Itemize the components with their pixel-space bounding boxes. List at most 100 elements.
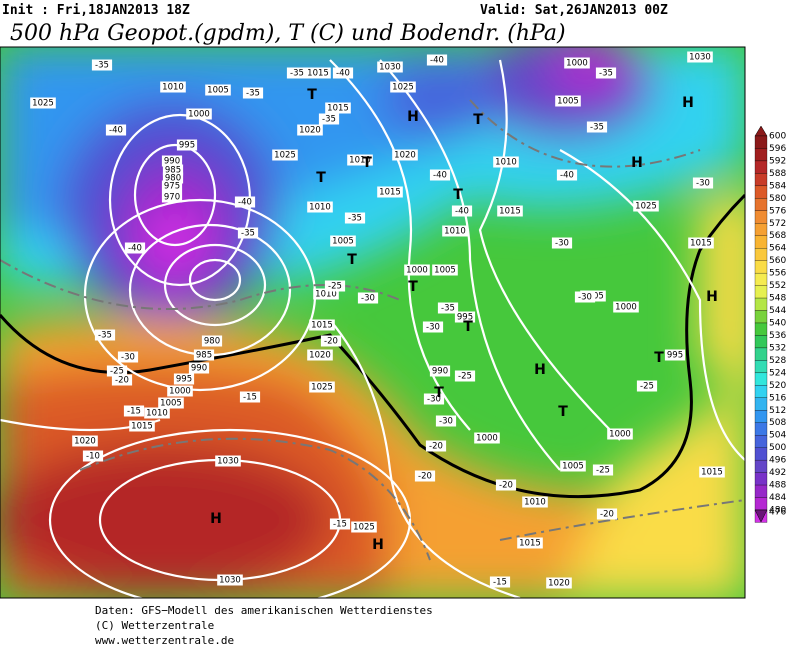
temperature-label-box	[332, 67, 354, 79]
temperature-label: -40	[430, 56, 444, 66]
isobar-label-box	[687, 51, 713, 63]
isobar-label-box	[215, 455, 241, 467]
colorbar-label: 548	[769, 294, 786, 304]
temperature-label-box	[423, 393, 445, 405]
colorbar-swatch	[754, 447, 768, 461]
isobar-label-box	[390, 81, 416, 93]
isobar-label: 1010	[309, 203, 331, 213]
colorbar-swatch	[754, 210, 768, 224]
isobar-label: 995	[176, 375, 192, 385]
isobar-label-box	[546, 577, 572, 589]
isobar-label: 1010	[495, 158, 517, 168]
isobar-label-box	[351, 521, 377, 533]
isobar-label-box	[162, 164, 184, 176]
isobar-label-box	[493, 156, 519, 168]
pressure-center: H	[372, 537, 384, 553]
isobar-label: 1025	[32, 99, 54, 109]
isobar-label-box	[161, 180, 183, 192]
temperature-label-box	[242, 87, 264, 99]
colorbar-label: 560	[769, 256, 786, 266]
isobar-label: 1005	[557, 97, 579, 107]
pressure-center: H	[407, 109, 419, 125]
isobar-label-box	[664, 349, 686, 361]
temperature-label: -35	[98, 331, 112, 341]
isobar-label: 1030	[219, 576, 241, 586]
isobar-label: 975	[164, 182, 180, 192]
footer-line: (C) Wetterzentrale	[95, 619, 214, 632]
colorbar-label: 476	[769, 508, 786, 518]
temperature-label: -30	[121, 353, 135, 363]
isobar-label-box	[497, 205, 523, 217]
isobar-label: 1030	[379, 63, 401, 73]
temperature-label: -10	[86, 452, 100, 462]
isobar-label: 1015	[311, 321, 333, 331]
isobar-label-box	[347, 154, 373, 166]
temperature-label-box	[425, 440, 447, 452]
colorbar-swatch	[754, 410, 768, 423]
temperature-label-box	[422, 321, 444, 333]
isobar-label: 1030	[689, 53, 711, 63]
colorbar-label: 544	[769, 306, 786, 316]
colorbar-arrow	[754, 125, 768, 137]
temperature-label-box	[324, 280, 346, 292]
isobar-label-box	[429, 365, 451, 377]
temperature-label-box	[692, 177, 714, 189]
footer-line: www.wetterzentrale.de	[95, 634, 234, 647]
colorbar-swatch	[754, 484, 768, 498]
isobar-label-box	[305, 67, 331, 79]
isobar-label-box	[162, 172, 184, 184]
isobar-label: 980	[204, 337, 220, 347]
colorbar-label: 528	[769, 356, 786, 366]
isobar-label: 990	[432, 367, 448, 377]
temperature-label-box	[124, 242, 146, 254]
isobar-label-box	[699, 466, 725, 478]
isobar-label-box	[454, 311, 476, 323]
isobar-label-box	[474, 432, 500, 444]
pressure-center: T	[307, 87, 317, 103]
isobar-label-box	[555, 95, 581, 107]
colorbar-label: 520	[769, 381, 786, 391]
isobar-label: 1025	[392, 83, 414, 93]
valid-time: Valid: Sat,26JAN2013 00Z	[480, 3, 668, 18]
temperature-label-box	[111, 374, 133, 386]
temperature-label: -30	[426, 323, 440, 333]
map-title: 500 hPa Geopot.(gpdm), T (C) und Bodendr…	[10, 21, 566, 46]
isobar-label-box	[186, 108, 212, 120]
temperature-label-box	[94, 329, 116, 341]
temperature-label: -40	[128, 244, 142, 254]
temperature-label: -40	[433, 171, 447, 181]
pressure-center: H	[631, 155, 643, 171]
temperature-label-box	[551, 237, 573, 249]
isobar-label: 1000	[476, 434, 498, 444]
isobar-label: 1000	[609, 430, 631, 440]
colorbar-swatch	[754, 335, 768, 349]
pressure-center: H	[706, 289, 718, 305]
temperature-label: -35	[246, 89, 260, 99]
colorbar-label: 516	[769, 393, 786, 403]
isobar-label-box	[432, 264, 458, 276]
colorbar-swatch	[754, 198, 768, 211]
isobar-label: 1000	[169, 387, 191, 397]
field	[0, 47, 745, 598]
isobar-label-box	[129, 420, 155, 432]
isobar-label-box	[188, 362, 210, 374]
isobar-label-box	[613, 301, 639, 313]
colorbar-label: 568	[769, 231, 786, 241]
temperature-label-box	[426, 54, 448, 66]
temperature-label-box	[234, 196, 256, 208]
temperature-label-box	[437, 302, 459, 314]
isobar-label: 1005	[434, 266, 456, 276]
isobar-label: 985	[196, 351, 212, 361]
temperature-label-box	[451, 205, 473, 217]
isobar-label: 1030	[217, 457, 239, 467]
colorbar-swatch	[754, 135, 768, 149]
isobar-label-box	[442, 225, 468, 237]
colorbar-label: 576	[769, 206, 786, 216]
isobar-label-box	[330, 235, 356, 247]
temperature-label: -25	[458, 372, 472, 382]
colorbar-swatch	[754, 385, 768, 398]
temperature-label-box	[239, 391, 261, 403]
colorbar-label: 500	[769, 443, 786, 453]
isobar-label-box	[313, 288, 339, 300]
temperature-label: -30	[696, 179, 710, 189]
